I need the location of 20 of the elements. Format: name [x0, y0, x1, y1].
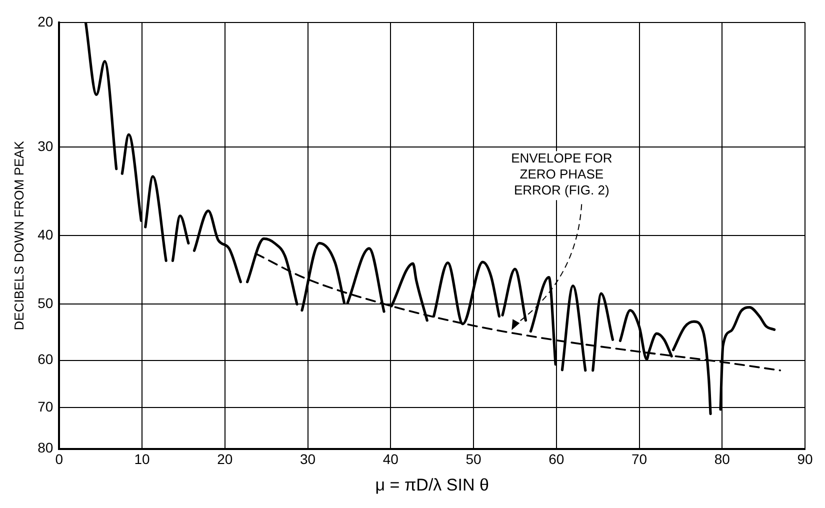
x-tick-label: 20 [217, 451, 233, 468]
x-tick-label: 40 [382, 451, 399, 468]
y-tick-label: 30 [38, 138, 54, 154]
y-tick-label: 40 [38, 226, 54, 242]
x-tick-label: 70 [631, 451, 648, 468]
y-tick-label: 80 [38, 440, 54, 456]
annotation: ENVELOPE FOR ZERO PHASE ERROR (FIG. 2) [511, 150, 612, 198]
y-axis-title: DECIBELS DOWN FROM PEAK [11, 140, 26, 330]
y-tick-label: 70 [38, 398, 54, 415]
y-tick-label: 20 [38, 13, 54, 30]
y-tick-label: 50 [38, 295, 54, 312]
y-tick-label: 60 [38, 351, 54, 368]
x-tick-label: 0 [55, 451, 64, 468]
x-tick-label: 90 [797, 451, 813, 468]
x-axis-title: μ = πD/λ SIN θ [375, 475, 489, 494]
x-tick-label: 30 [300, 451, 316, 468]
x-tick-label: 50 [466, 451, 482, 468]
x-tick-label: 10 [134, 451, 150, 468]
x-tick-label: 80 [714, 451, 730, 468]
x-tick-label: 60 [548, 451, 564, 468]
